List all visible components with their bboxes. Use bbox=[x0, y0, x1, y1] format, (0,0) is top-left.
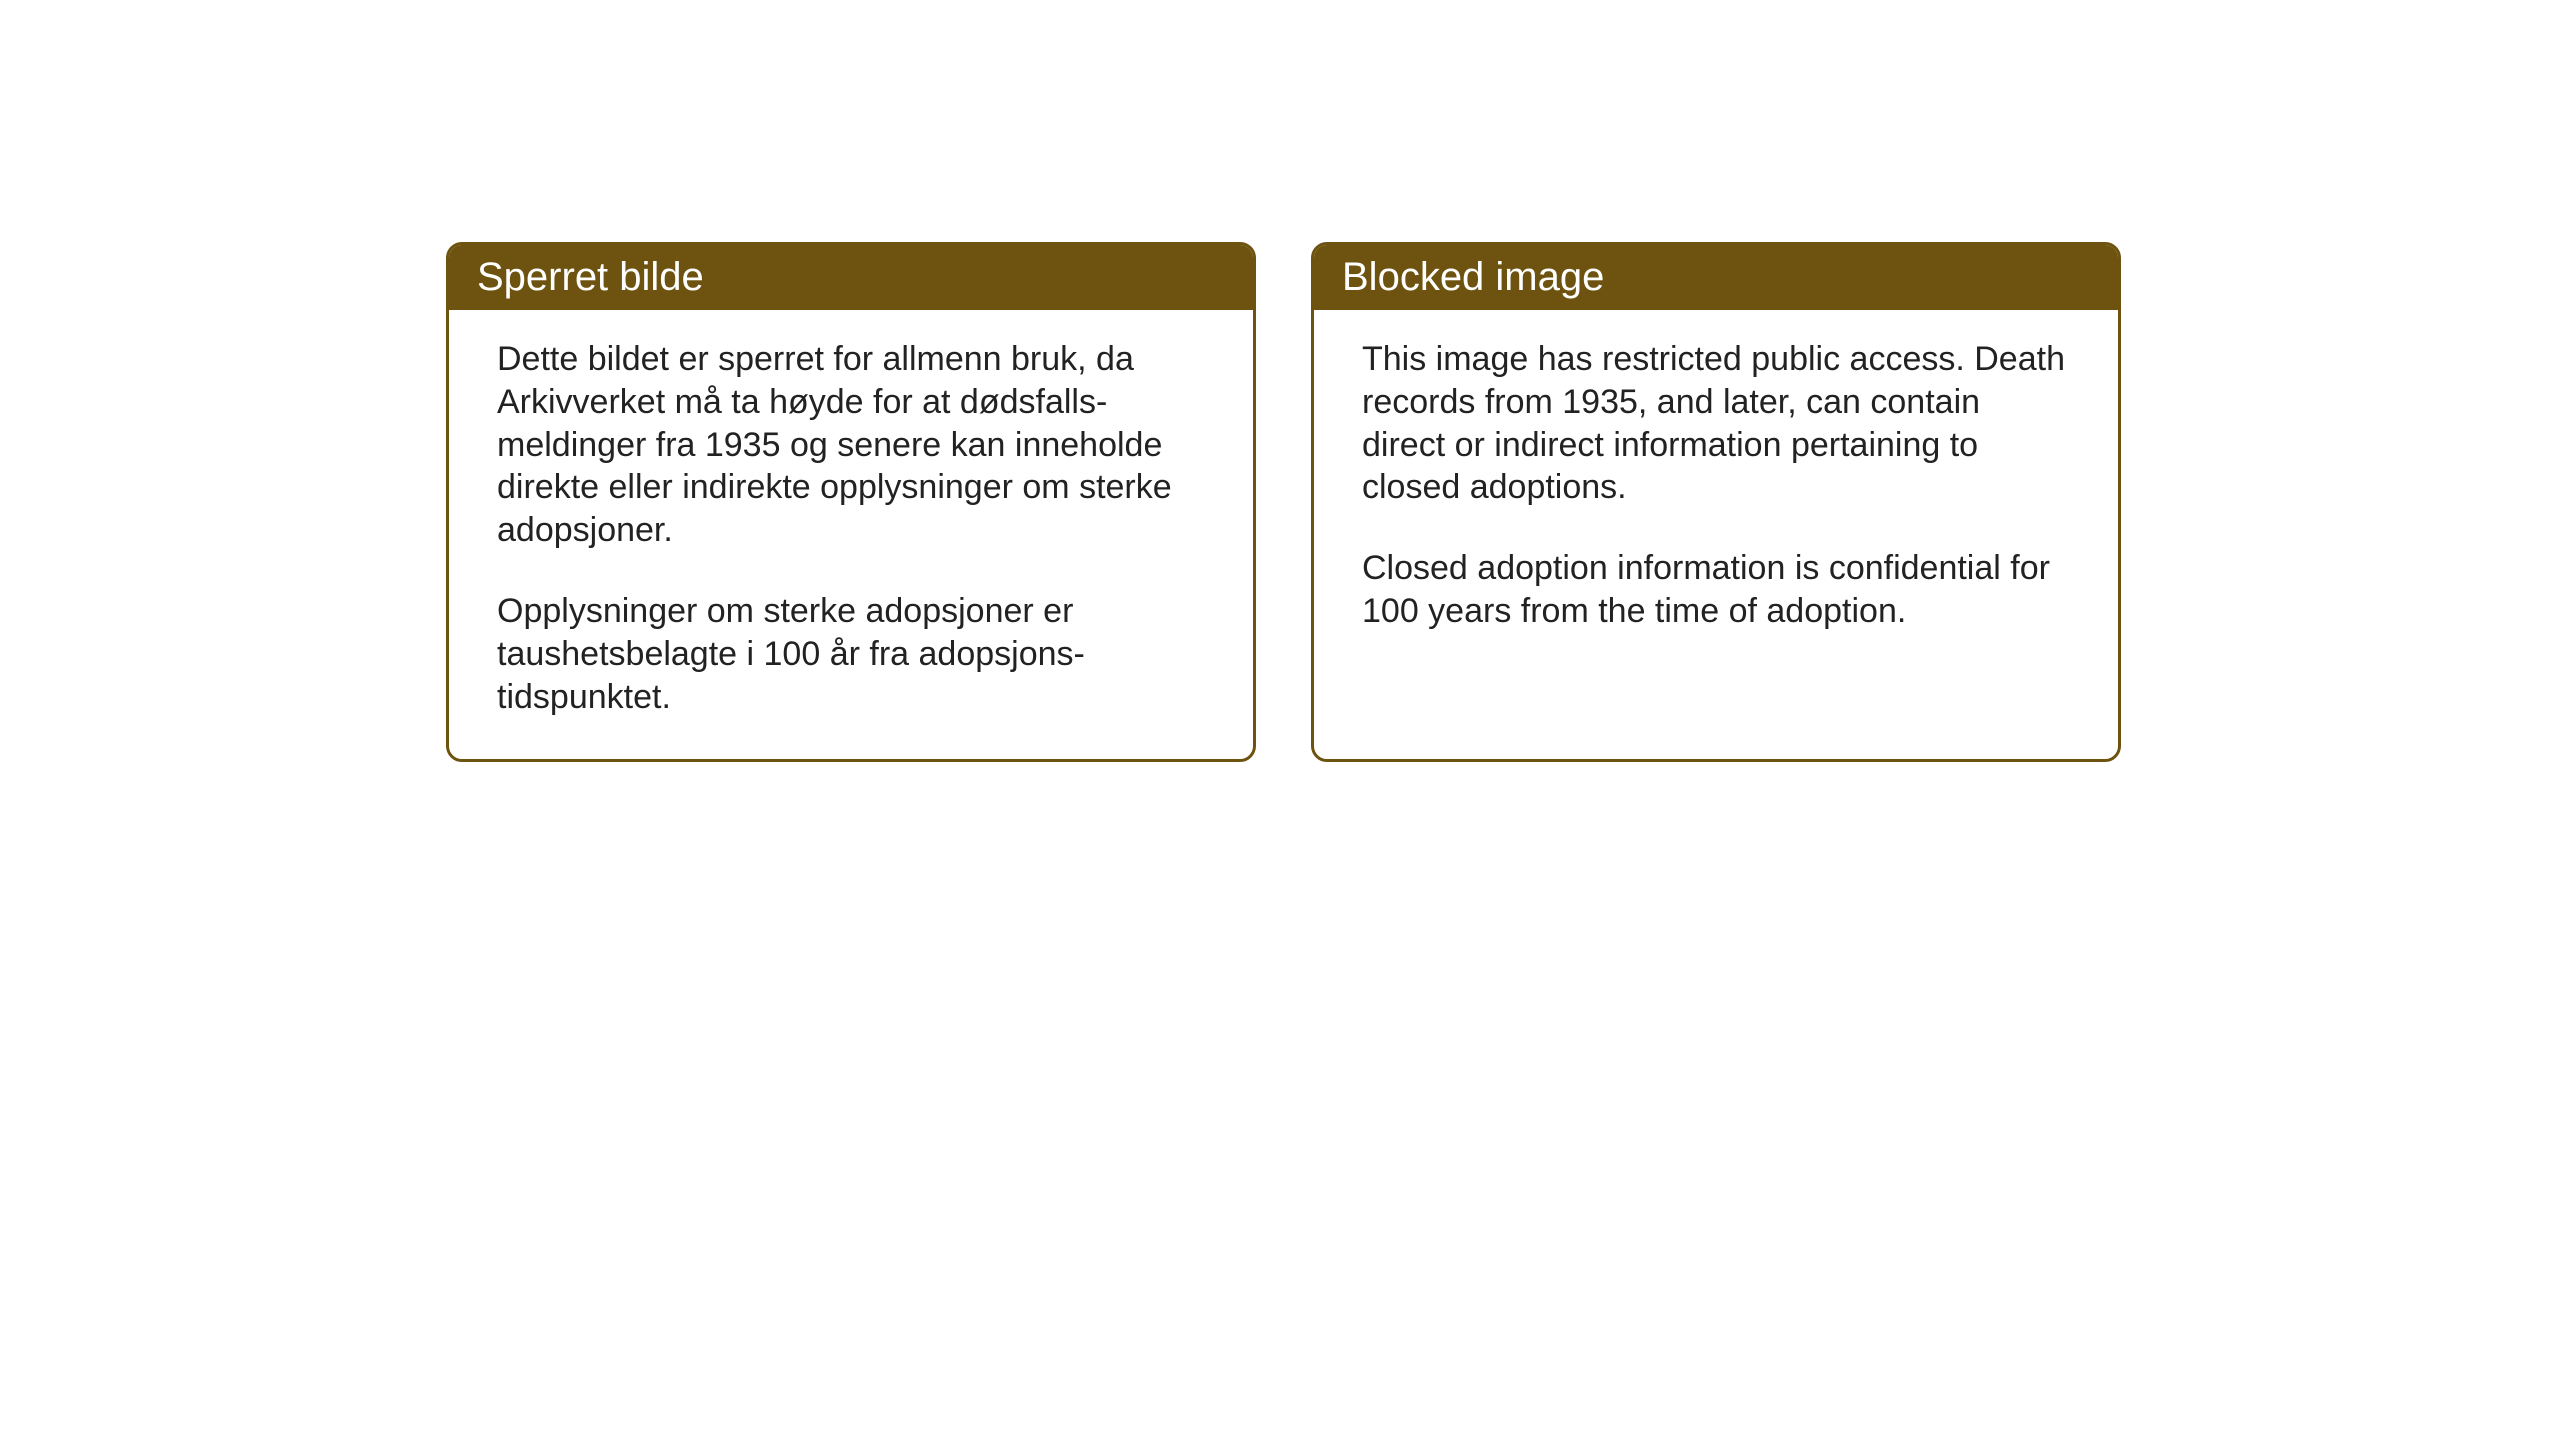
card-body-norwegian: Dette bildet er sperret for allmenn bruk… bbox=[449, 310, 1253, 759]
card-paragraph-2-english: Closed adoption information is confident… bbox=[1362, 547, 2070, 633]
blocked-image-card-english: Blocked image This image has restricted … bbox=[1311, 242, 2121, 762]
card-paragraph-2-norwegian: Opplysninger om sterke adopsjoner er tau… bbox=[497, 590, 1205, 718]
card-paragraph-1-norwegian: Dette bildet er sperret for allmenn bruk… bbox=[497, 338, 1205, 552]
card-header-norwegian: Sperret bilde bbox=[449, 245, 1253, 310]
card-body-english: This image has restricted public access.… bbox=[1314, 310, 2118, 673]
card-header-english: Blocked image bbox=[1314, 245, 2118, 310]
cards-container: Sperret bilde Dette bildet er sperret fo… bbox=[446, 242, 2121, 762]
blocked-image-card-norwegian: Sperret bilde Dette bildet er sperret fo… bbox=[446, 242, 1256, 762]
card-paragraph-1-english: This image has restricted public access.… bbox=[1362, 338, 2070, 509]
